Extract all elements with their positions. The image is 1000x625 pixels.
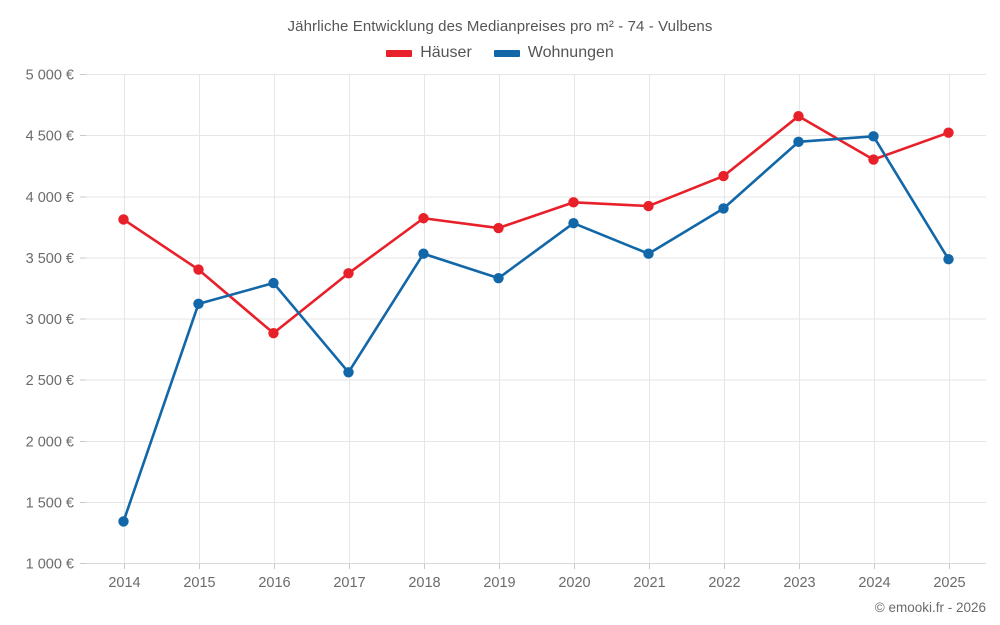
y-axis-tick-label: 2 000 € (26, 434, 74, 450)
data-point[interactable] (643, 248, 654, 259)
x-axis-tick-label: 2019 (483, 575, 515, 591)
legend-item-wohnungen[interactable]: Wohnungen (493, 44, 614, 62)
x-axis-tick-label: 2016 (258, 575, 290, 591)
legend-label: Wohnungen (527, 44, 614, 61)
chart-legend: Häuser Wohnungen (0, 44, 1000, 62)
x-axis-tick-label: 2025 (933, 575, 965, 591)
y-axis-tick-label: 4 500 € (26, 129, 74, 145)
series-2 (118, 131, 954, 527)
data-point[interactable] (943, 127, 954, 138)
data-point[interactable] (193, 298, 204, 310)
y-axis-tick-label: 2 500 € (26, 373, 74, 389)
x-axis-tick-label: 2018 (408, 575, 440, 591)
legend-swatch-icon (386, 49, 413, 57)
y-axis-tick-label: 3 500 € (26, 251, 74, 267)
y-axis-tick-label: 1 000 € (26, 557, 74, 573)
data-point[interactable] (868, 154, 879, 165)
data-point[interactable] (568, 217, 579, 229)
series-line (122, 135, 950, 523)
data-point[interactable] (643, 200, 654, 212)
y-axis-tick-label: 5 000 € (26, 68, 74, 84)
data-point[interactable] (493, 272, 504, 284)
data-point[interactable] (193, 264, 204, 275)
footer-credit: © emooki.fr - 2026 (874, 600, 986, 615)
x-axis-tick-label: 2014 (108, 575, 140, 591)
x-axis-tick-label: 2022 (708, 575, 740, 591)
data-point[interactable] (718, 170, 729, 182)
y-axis-tick-label: 3 000 € (26, 312, 74, 328)
x-axis-tick-label: 2024 (858, 575, 890, 591)
y-axis-tick-label: 1 500 € (26, 495, 74, 511)
data-point[interactable] (268, 327, 279, 339)
data-point[interactable] (343, 268, 354, 279)
data-point[interactable] (868, 131, 879, 142)
x-axis-tick-label: 2021 (633, 575, 665, 591)
data-point[interactable] (268, 277, 279, 289)
data-point[interactable] (343, 367, 354, 378)
x-axis-tick-label: 2023 (783, 575, 815, 591)
data-point[interactable] (793, 136, 804, 148)
data-point[interactable] (568, 197, 579, 208)
x-axis-tick-label: 2020 (558, 575, 590, 591)
data-point[interactable] (943, 254, 954, 265)
data-point[interactable] (118, 214, 129, 225)
legend-swatch-icon (493, 49, 520, 57)
x-axis-tick-label: 2017 (333, 575, 365, 591)
chart-title: Jährliche Entwicklung des Medianpreises … (287, 18, 713, 35)
legend-label: Häuser (420, 44, 472, 61)
x-axis-tick-label: 2015 (183, 575, 215, 591)
y-axis-tick-label: 4 000 € (26, 190, 74, 206)
data-point[interactable] (718, 203, 729, 214)
data-point[interactable] (418, 248, 429, 259)
data-point[interactable] (493, 222, 504, 234)
data-point[interactable] (418, 213, 429, 224)
legend-item-häuser[interactable]: Häuser (386, 44, 472, 62)
series-1 (118, 110, 954, 339)
series-line (122, 114, 950, 335)
data-point[interactable] (793, 110, 804, 122)
data-point[interactable] (118, 516, 129, 527)
